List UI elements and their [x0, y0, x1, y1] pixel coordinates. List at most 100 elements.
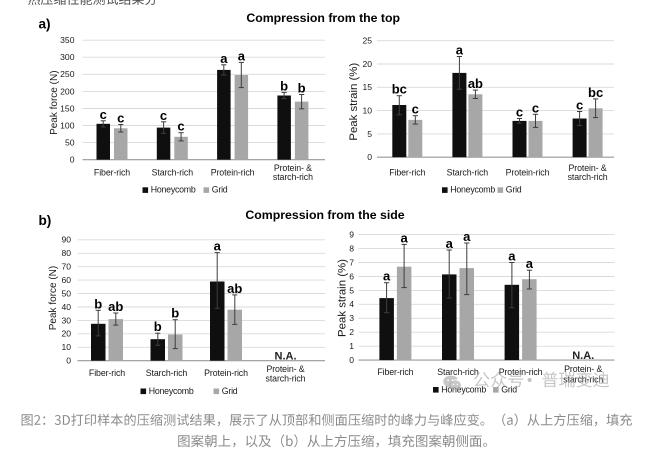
svg-text:b: b	[298, 80, 306, 95]
svg-text:c: c	[516, 105, 523, 120]
svg-text:N.A.: N.A.	[572, 350, 594, 362]
svg-text:Grid: Grid	[506, 185, 522, 195]
svg-text:starch-rich: starch-rich	[563, 375, 603, 385]
svg-text:a: a	[463, 229, 471, 244]
svg-text:Protein- &: Protein- &	[569, 163, 607, 173]
svg-text:50: 50	[61, 288, 71, 298]
svg-text:60: 60	[61, 275, 71, 285]
svg-text:90: 90	[61, 235, 71, 245]
svg-text:Grid: Grid	[501, 384, 517, 394]
svg-text:2: 2	[349, 327, 354, 337]
svg-text:Grid: Grid	[222, 386, 238, 396]
svg-text:bc: bc	[588, 85, 603, 100]
svg-text:20: 20	[61, 329, 71, 339]
svg-text:Protein- &: Protein- &	[266, 364, 304, 374]
svg-text:100: 100	[60, 120, 75, 130]
svg-text:ab: ab	[227, 281, 242, 296]
svg-text:0: 0	[349, 355, 354, 365]
svg-text:b): b)	[39, 213, 52, 228]
svg-text:150: 150	[60, 103, 75, 113]
svg-text:a: a	[220, 51, 228, 66]
svg-text:Protein-rich: Protein-rich	[506, 168, 550, 178]
svg-text:Honeycomb: Honeycomb	[450, 185, 495, 195]
svg-text:N.A.: N.A.	[275, 351, 297, 363]
svg-text:Peak strain (%): Peak strain (%)	[348, 63, 360, 141]
svg-text:Peak force (N): Peak force (N)	[49, 70, 60, 134]
svg-text:6: 6	[349, 271, 354, 281]
svg-text:c: c	[532, 100, 539, 115]
svg-text:300: 300	[60, 52, 75, 62]
svg-text:b: b	[280, 78, 288, 93]
svg-text:70: 70	[61, 262, 71, 272]
svg-text:0: 0	[66, 356, 71, 366]
svg-text:starch-rich: starch-rich	[266, 374, 306, 384]
svg-text:250: 250	[60, 69, 75, 79]
svg-text:9: 9	[349, 230, 354, 240]
svg-text:1: 1	[349, 341, 354, 351]
svg-text:starch-rich: starch-rich	[273, 172, 313, 182]
svg-text:25: 25	[362, 36, 372, 46]
svg-text:40: 40	[61, 302, 71, 312]
svg-text:Peak strain (%): Peak strain (%)	[337, 259, 349, 337]
svg-text:Starch-rich: Starch-rich	[152, 168, 194, 178]
svg-text:Honeycomb: Honeycomb	[441, 384, 486, 394]
svg-text:Protein- &: Protein- &	[564, 364, 602, 374]
svg-text:c: c	[576, 98, 583, 113]
svg-text:a): a)	[39, 17, 51, 32]
svg-text:a: a	[383, 269, 391, 284]
svg-text:200: 200	[60, 86, 75, 96]
svg-text:0: 0	[70, 155, 75, 165]
svg-text:Fiber-rich: Fiber-rich	[377, 367, 413, 377]
svg-text:c: c	[160, 108, 167, 123]
svg-text:3: 3	[349, 313, 354, 323]
svg-text:Starch-rich: Starch-rich	[146, 368, 188, 378]
svg-text:Fiber-rich: Fiber-rich	[94, 168, 130, 178]
svg-text:8: 8	[349, 243, 354, 253]
svg-text:Compression from the side: Compression from the side	[245, 208, 404, 222]
svg-text:Starch-rich: Starch-rich	[437, 367, 479, 377]
svg-text:Honeycomb: Honeycomb	[149, 386, 194, 396]
svg-text:Protein- &: Protein- &	[274, 163, 312, 173]
svg-text:Protein-rich: Protein-rich	[204, 368, 248, 378]
svg-text:ab: ab	[108, 299, 123, 314]
svg-text:Protein-rich: Protein-rich	[499, 367, 543, 377]
svg-text:Starch-rich: Starch-rich	[447, 168, 489, 178]
svg-text:Fiber-rich: Fiber-rich	[89, 368, 125, 378]
svg-text:Protein-rich: Protein-rich	[211, 168, 255, 178]
svg-text:80: 80	[61, 248, 71, 258]
svg-text:20: 20	[362, 59, 372, 69]
svg-text:b: b	[154, 319, 162, 334]
svg-text:Fiber-rich: Fiber-rich	[389, 168, 425, 178]
svg-text:b: b	[171, 306, 179, 321]
svg-text:15: 15	[362, 82, 372, 92]
svg-text:Peak force (N): Peak force (N)	[48, 266, 59, 330]
svg-text:Honeycomb: Honeycomb	[151, 185, 196, 195]
svg-text:starch-rich: starch-rich	[568, 172, 608, 182]
svg-text:b: b	[94, 296, 102, 311]
svg-text:a: a	[238, 48, 246, 63]
svg-text:7: 7	[349, 257, 354, 267]
svg-text:10: 10	[61, 342, 71, 352]
svg-text:c: c	[177, 119, 184, 134]
svg-text:c: c	[117, 111, 124, 126]
svg-text:Grid: Grid	[212, 185, 228, 195]
svg-text:4: 4	[349, 299, 354, 309]
svg-text:c: c	[412, 102, 419, 117]
svg-text:30: 30	[61, 315, 71, 325]
svg-text:a: a	[456, 43, 464, 58]
svg-text:bc: bc	[392, 82, 407, 97]
svg-text:10: 10	[362, 106, 372, 116]
svg-text:350: 350	[60, 35, 75, 45]
svg-text:ab: ab	[468, 76, 483, 91]
svg-text:a: a	[446, 236, 454, 251]
svg-text:a: a	[214, 239, 222, 254]
svg-text:5: 5	[367, 129, 372, 139]
svg-text:50: 50	[65, 138, 75, 148]
svg-text:Compression from the top: Compression from the top	[246, 11, 400, 25]
svg-text:0: 0	[367, 152, 372, 162]
svg-text:a: a	[401, 230, 409, 245]
svg-text:a: a	[508, 249, 516, 264]
svg-text:c: c	[100, 107, 107, 122]
svg-text:a: a	[526, 256, 534, 271]
svg-text:5: 5	[349, 285, 354, 295]
